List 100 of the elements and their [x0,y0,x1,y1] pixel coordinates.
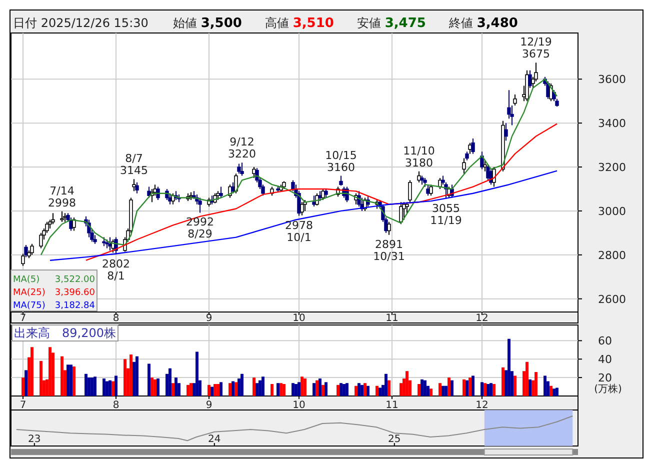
bar [258,380,262,396]
annotation: 8/7 3145 [120,152,148,178]
bar [108,380,112,396]
candlestick [132,178,136,192]
bar [376,386,378,396]
bar [276,383,280,396]
candlestick [135,182,139,194]
candlestick [504,122,508,142]
bar [232,381,234,396]
candlestick [303,199,307,212]
bar [312,383,316,396]
bar [486,384,490,396]
y-tick-label: 20 [598,372,612,385]
bar [48,347,52,396]
bar [420,379,424,396]
bar [124,359,126,396]
bar [550,386,552,396]
annotation: 2891 10/31 [373,238,405,263]
bar [388,380,390,396]
bar [172,383,174,396]
bar [442,386,444,396]
y-tick-label: 3600 [598,73,626,86]
bar [418,384,420,396]
candlestick [402,202,406,220]
bar [472,376,474,396]
candlestick [429,184,433,196]
candlestick [405,202,409,214]
y-tick-label: 3200 [598,161,626,174]
bar [534,372,538,396]
bar [196,352,198,396]
x-tick-label: 9 [206,400,212,411]
candlestick [234,173,238,194]
bar [216,384,220,396]
bar [214,384,216,396]
annotation: 3,522.00 [54,275,96,285]
candlestick [357,190,361,208]
annotation: 7/14 2998 [48,184,76,210]
x-tick-label: 11 [386,313,398,324]
bar [168,368,172,396]
annotation: 9/12 3220 [228,136,256,161]
bar [406,371,408,396]
y-tick-label: 3400 [598,117,626,130]
candlestick [30,243,34,256]
x-tick-label: 7 [20,400,26,411]
bar [508,338,510,396]
bar [322,384,324,396]
x-tick-label: 8 [112,400,120,411]
bar [552,388,556,396]
line-series [85,123,558,261]
candlestick [315,192,319,206]
bar [360,384,364,396]
bar [346,383,348,396]
x-tick-label: 11 [386,400,398,411]
bar [94,376,96,396]
bar [234,382,238,396]
bar [24,370,28,396]
text: MA(75) [13,301,46,311]
bar [102,378,106,396]
bar [148,364,150,396]
candlestick [198,197,202,214]
x-tick-label: 10 [292,313,306,324]
x-tick-label: 8 [112,313,120,324]
bar [502,367,504,396]
bar [366,386,370,396]
candlestick [387,221,391,236]
annotation: 3055 11/19 [430,202,462,227]
candlestick [24,244,28,258]
bar [378,388,382,396]
bar [70,364,72,396]
x-tick-label: 23 [28,434,41,445]
bar [466,380,468,396]
bar [480,382,484,396]
bar [66,364,70,396]
annotation: 3,182.84 [54,301,96,311]
candlestick [483,160,487,172]
candlestick [60,210,64,222]
text: 日付 2025/12/26 15:30 [13,16,148,30]
candlestick [408,180,412,203]
bar [84,374,88,396]
bar [136,356,138,396]
bar [340,383,342,396]
bar [304,378,306,396]
bar [22,378,24,396]
candlestick [462,158,466,174]
candlestick [21,253,25,266]
bar [220,382,222,396]
y-tick-label: 60 [598,334,612,348]
text: 終値 3,480 [448,16,518,31]
candlestick [300,202,304,216]
annotation: 2802 8/1 [102,257,130,282]
bar [154,379,156,396]
text: 高値 3,510 [265,16,334,31]
text: 安値 3,475 [357,16,426,31]
annotation: 12/19 3675 [520,36,552,61]
bar [358,383,360,396]
annotation: 10/15 3160 [325,148,357,174]
candlestick [513,94,517,106]
bar [156,378,160,396]
bar [324,382,328,396]
bar [252,378,256,396]
